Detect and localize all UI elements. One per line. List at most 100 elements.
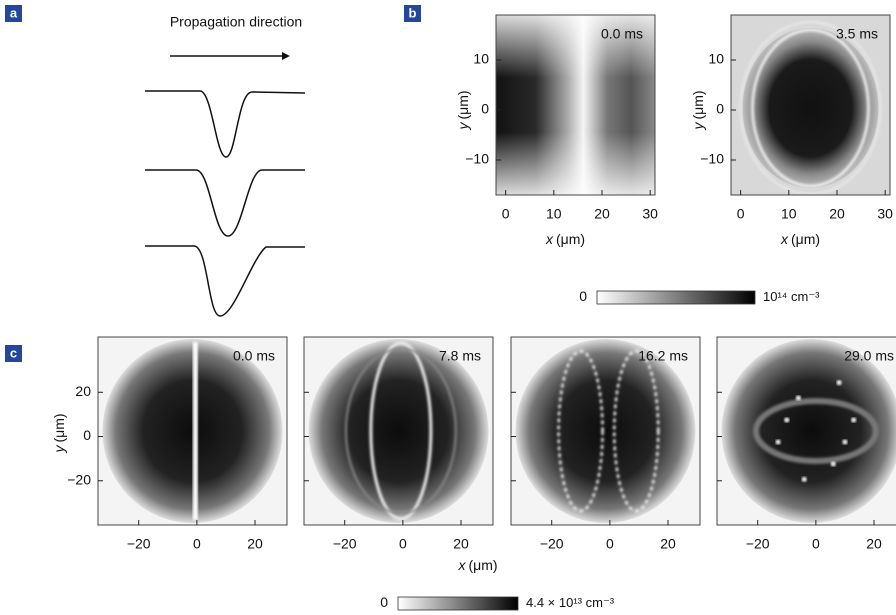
image-frame — [303, 336, 494, 526]
x-tick-label: 20 — [660, 536, 676, 552]
shock-front — [369, 341, 433, 521]
y-tick-label: 20 — [75, 383, 91, 399]
axis-unit: (μm) — [468, 557, 497, 573]
axis-var: y — [690, 122, 706, 131]
y-tick-label: −10 — [700, 151, 724, 167]
x-tick-label: 30 — [642, 206, 658, 222]
image-frame — [97, 336, 288, 526]
y-tick-label: 0 — [481, 101, 489, 117]
time-label: 7.8 ms — [439, 348, 481, 364]
x-tick-label: 0 — [502, 206, 510, 222]
frame-border — [495, 14, 656, 196]
axis-label: x (μm) — [457, 557, 497, 573]
image-frame — [716, 336, 896, 526]
axis-var: x — [457, 557, 466, 573]
time-label: 29.0 ms — [844, 348, 894, 364]
pulse-sketch — [145, 52, 306, 317]
density-image — [721, 339, 896, 523]
time-label: 3.5 ms — [836, 26, 878, 42]
axis-var: y — [51, 445, 67, 454]
frame-border — [730, 14, 891, 196]
y-tick-label: 0 — [83, 427, 91, 443]
x-tick-label: −20 — [333, 536, 357, 552]
time-label: 16.2 ms — [638, 348, 688, 364]
axis-var: x — [780, 231, 789, 247]
panel-label-box — [404, 5, 421, 22]
x-tick-label: 30 — [877, 206, 893, 222]
x-tick-label: −20 — [540, 536, 564, 552]
density-image — [515, 339, 696, 523]
speck — [775, 439, 781, 445]
speck — [784, 417, 790, 423]
x-tick-label: 0 — [606, 536, 614, 552]
panel-label: a — [10, 5, 18, 20]
x-tick-label: 20 — [594, 206, 610, 222]
panel-title: Propagation direction — [170, 14, 302, 30]
y-tick-label: 10 — [473, 51, 489, 67]
density-fade — [496, 15, 655, 195]
axis-unit: (μm) — [51, 413, 67, 442]
frame-border — [716, 336, 896, 526]
axis-unit: (μm) — [556, 231, 585, 247]
x-tick-label: 0 — [399, 536, 407, 552]
axis-label: y (μm) — [690, 90, 706, 130]
axis-var: x — [545, 231, 554, 247]
panel-label: c — [10, 345, 17, 360]
shock-front — [751, 28, 870, 188]
axis-unit: (μm) — [690, 90, 706, 119]
speck — [842, 439, 848, 445]
panel-label: b — [409, 5, 417, 20]
density-image — [308, 339, 489, 523]
x-tick-label: 0 — [812, 536, 820, 552]
axis-var: y — [455, 122, 471, 131]
axis-label: y (μm) — [455, 90, 471, 130]
x-tick-label: 20 — [866, 536, 882, 552]
x-tick-label: 0 — [737, 206, 745, 222]
colorbar-max: 4.4 × 10¹³ cm⁻³ — [526, 595, 615, 610]
x-tick-label: 10 — [546, 206, 562, 222]
shock-front — [192, 342, 198, 520]
x-tick-label: 20 — [247, 536, 263, 552]
panel-label-box — [5, 5, 22, 22]
time-label: 0.0 ms — [601, 26, 643, 42]
y-tick-label: −10 — [465, 151, 489, 167]
x-tick-label: 20 — [829, 206, 845, 222]
density-core — [742, 28, 879, 188]
colorbar — [596, 290, 756, 305]
speck — [851, 417, 857, 423]
colorbar-max: 10¹⁴ cm⁻³ — [763, 289, 820, 304]
colorbar — [397, 596, 519, 611]
speck — [801, 476, 807, 482]
colorbar-min: 0 — [380, 594, 388, 610]
y-tick-label: 10 — [708, 51, 724, 67]
image-frame — [510, 336, 701, 526]
shock-front — [739, 21, 882, 195]
axis-unit: (μm) — [791, 231, 820, 247]
frame-border — [97, 336, 288, 526]
axis-label: y (μm) — [51, 413, 67, 453]
time-label: 0.0 ms — [233, 348, 275, 364]
turbulence — [752, 398, 879, 464]
axis-label: x (μm) — [545, 231, 585, 247]
x-tick-label: 10 — [781, 206, 797, 222]
shock-front — [344, 348, 457, 514]
frame-border — [303, 336, 494, 526]
colorbar-min: 0 — [579, 288, 587, 304]
x-tick-label: 20 — [453, 536, 469, 552]
panel-label-box — [5, 345, 22, 362]
image-frame — [495, 14, 656, 196]
speck — [795, 395, 801, 401]
density-image — [102, 339, 283, 523]
axis-label: x (μm) — [780, 231, 820, 247]
x-tick-label: −20 — [746, 536, 770, 552]
speck — [830, 461, 836, 467]
shock-front — [557, 349, 604, 513]
x-tick-label: −20 — [127, 536, 151, 552]
shock-front — [613, 349, 660, 513]
axis-unit: (μm) — [455, 90, 471, 119]
image-frame — [730, 14, 891, 196]
speck — [836, 380, 842, 386]
x-tick-label: 0 — [193, 536, 201, 552]
frame-border — [510, 336, 701, 526]
